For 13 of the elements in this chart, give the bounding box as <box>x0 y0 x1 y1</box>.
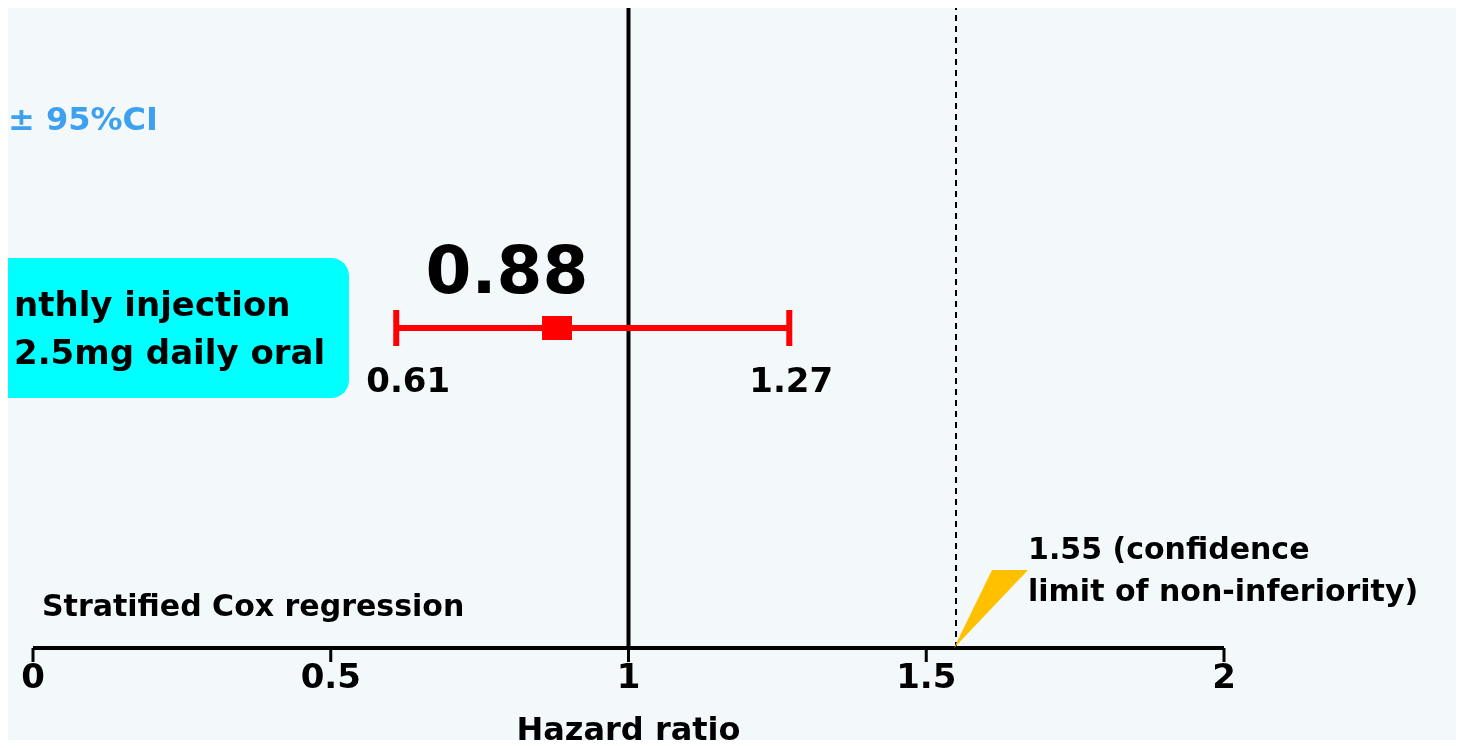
x-tick-label: 1.5 <box>896 656 957 697</box>
x-axis-title: Hazard ratio <box>516 710 741 748</box>
x-tick-label: 0 <box>21 656 45 697</box>
annotation: 1.27 <box>749 360 834 400</box>
x-tick-label: 2 <box>1212 656 1236 697</box>
data-label: 0.88 <box>425 232 589 310</box>
annotation: Stratified Cox regression <box>42 588 465 623</box>
ref-line-label: 1.55 (confidence limit of non-inferiority) <box>1028 530 1419 610</box>
annotation: ± 95%CI <box>8 100 158 138</box>
annotation: 0.61 <box>366 360 451 400</box>
x-tick-label: 1 <box>616 656 641 697</box>
annotation: nthly injection 2.5mg daily oral <box>8 258 349 398</box>
x-tick-label: 0.5 <box>300 656 361 697</box>
